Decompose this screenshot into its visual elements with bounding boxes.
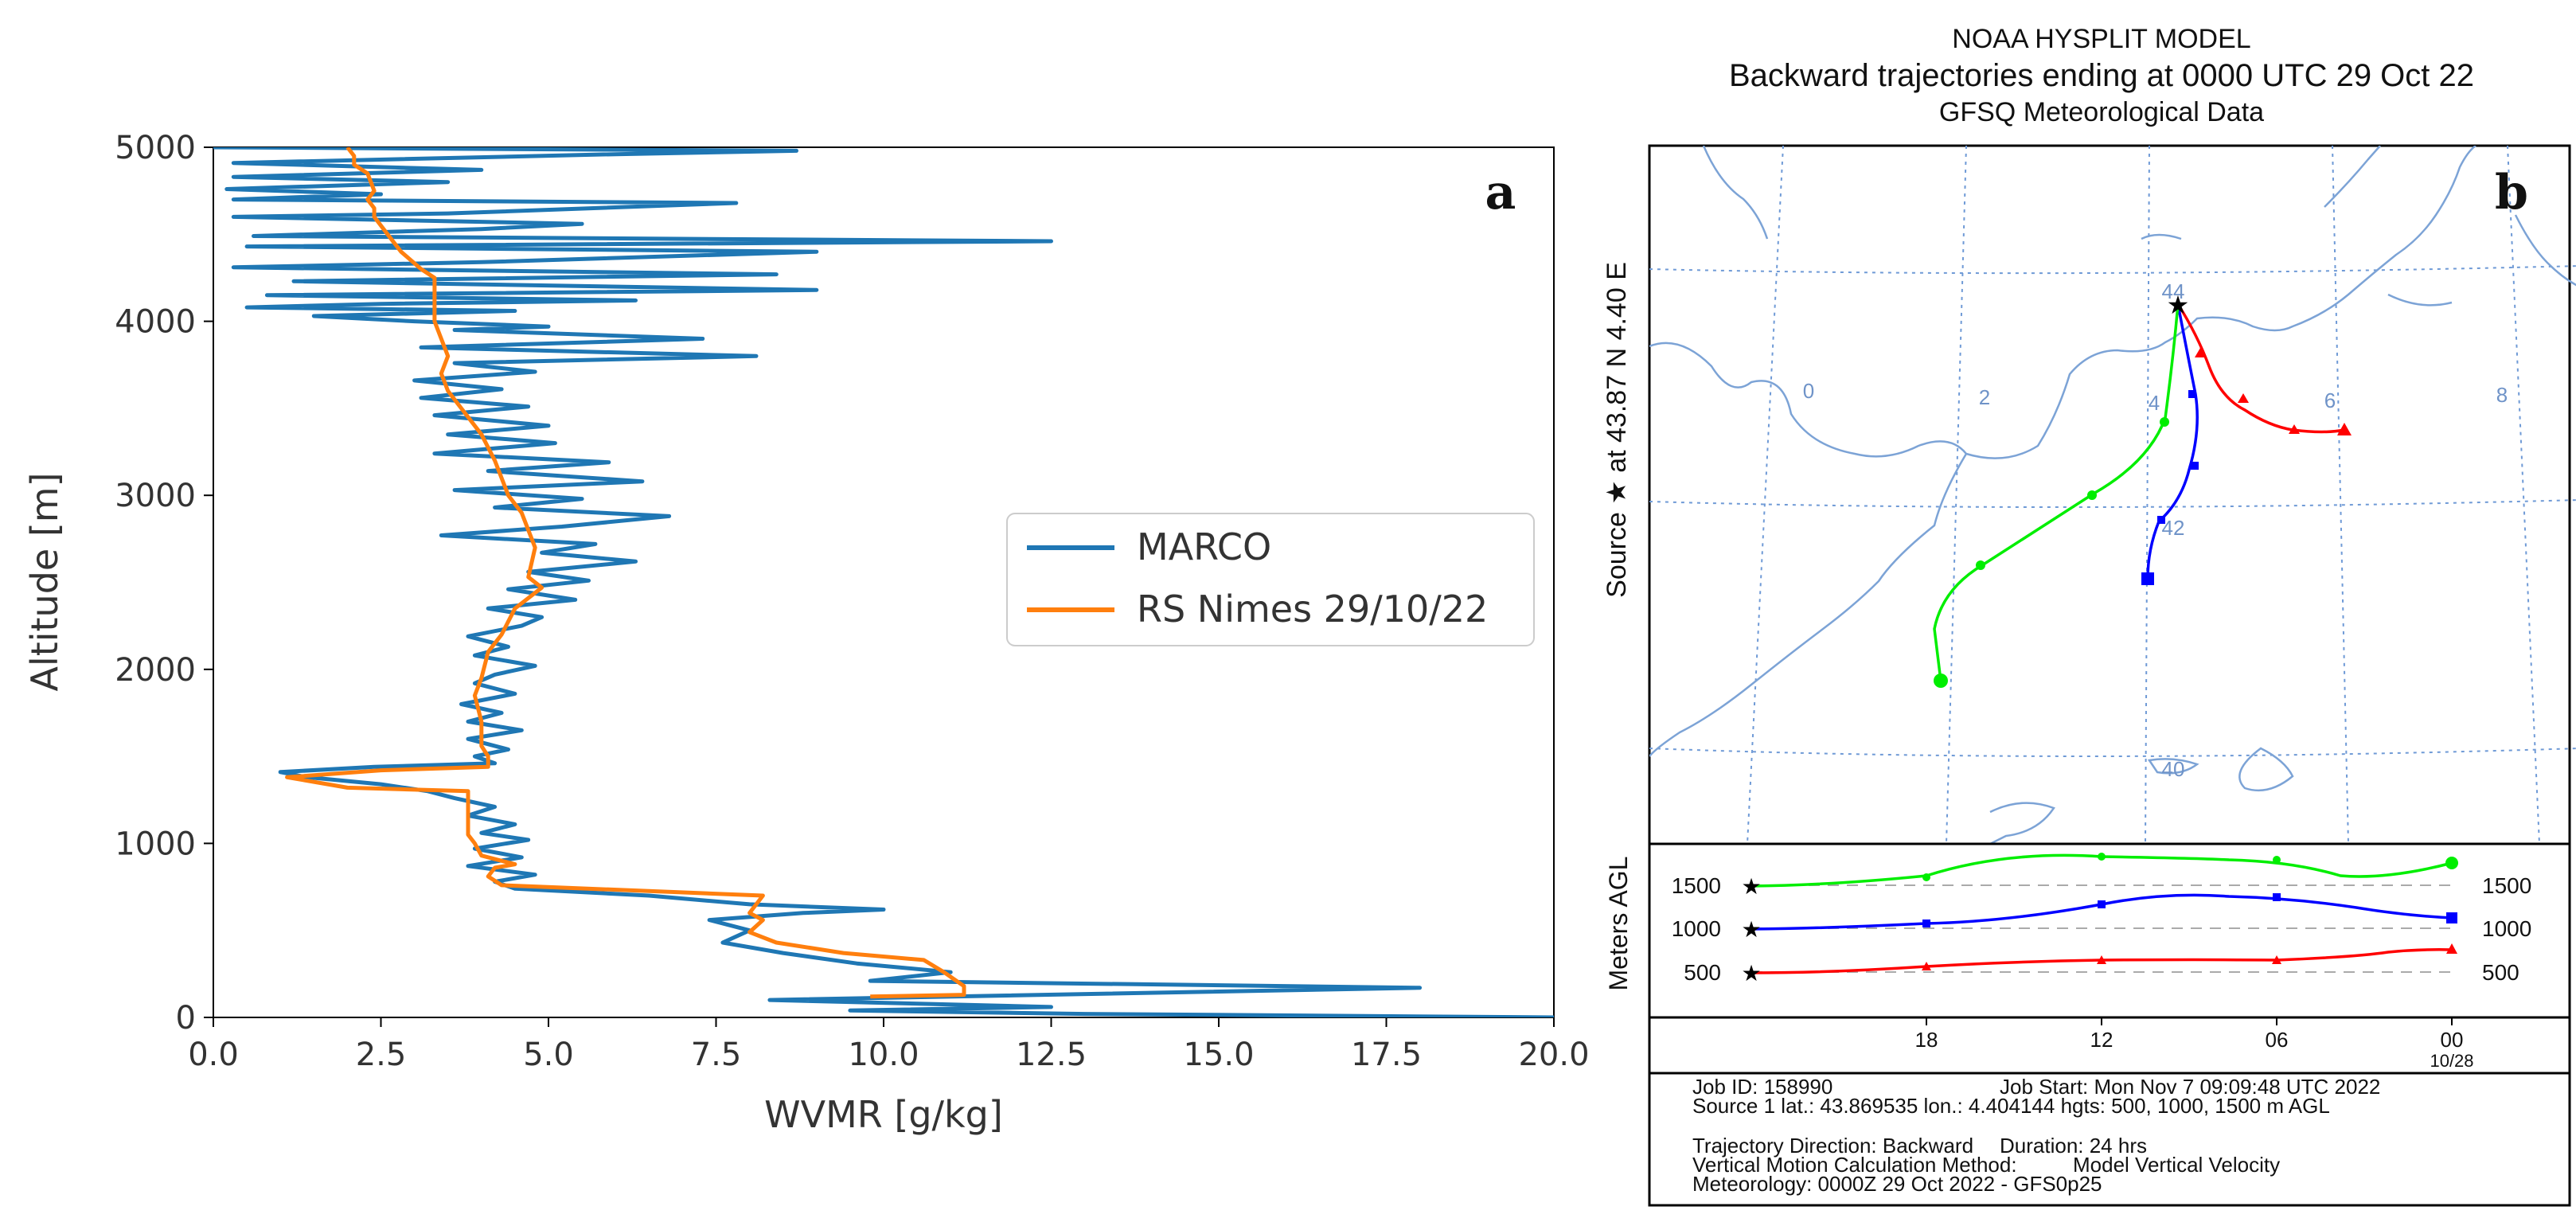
y-axis-ticks: 0 1000 2000 3000 4000 5000 (115, 130, 213, 1037)
x-tick-label: 7.5 (691, 1037, 742, 1073)
x-tick-label: 2.5 (356, 1037, 407, 1073)
y-tick-label: 1000 (115, 826, 196, 862)
x-tick-label: 20.0 (1518, 1037, 1589, 1073)
x-axis-ticks: 0.0 2.5 5.0 7.5 10.0 12.5 15.0 17.5 20.0 (188, 1017, 1590, 1073)
y-tick-label: 3000 (115, 478, 196, 514)
legend: MARCO RS Nimes 29/10/22 (1006, 513, 1535, 646)
x-tick-label: 0.0 (188, 1037, 239, 1073)
y-tick-label: 4000 (115, 304, 196, 341)
y-tick-label: 2000 (115, 652, 196, 689)
y-axis-label: Altitude [m] (23, 472, 66, 691)
y-tick-label: 5000 (115, 130, 196, 166)
series-marco-line (213, 147, 1554, 1017)
x-tick-label: 5.0 (523, 1037, 574, 1073)
x-tick-label: 15.0 (1183, 1037, 1254, 1073)
legend-label-marco: MARCO (1137, 525, 1271, 568)
panel-label-a: a (1485, 165, 1516, 221)
x-tick-label: 17.5 (1351, 1037, 1422, 1073)
x-tick-label: 12.5 (1016, 1037, 1087, 1073)
legend-label-rs-nimes: RS Nimes 29/10/22 (1137, 588, 1488, 631)
y-tick-label: 0 (176, 1000, 196, 1037)
series-rs-nimes-line (285, 147, 966, 999)
x-tick-label: 10.0 (848, 1037, 919, 1073)
x-axis-label: WVMR [g/kg] (764, 1093, 1003, 1136)
